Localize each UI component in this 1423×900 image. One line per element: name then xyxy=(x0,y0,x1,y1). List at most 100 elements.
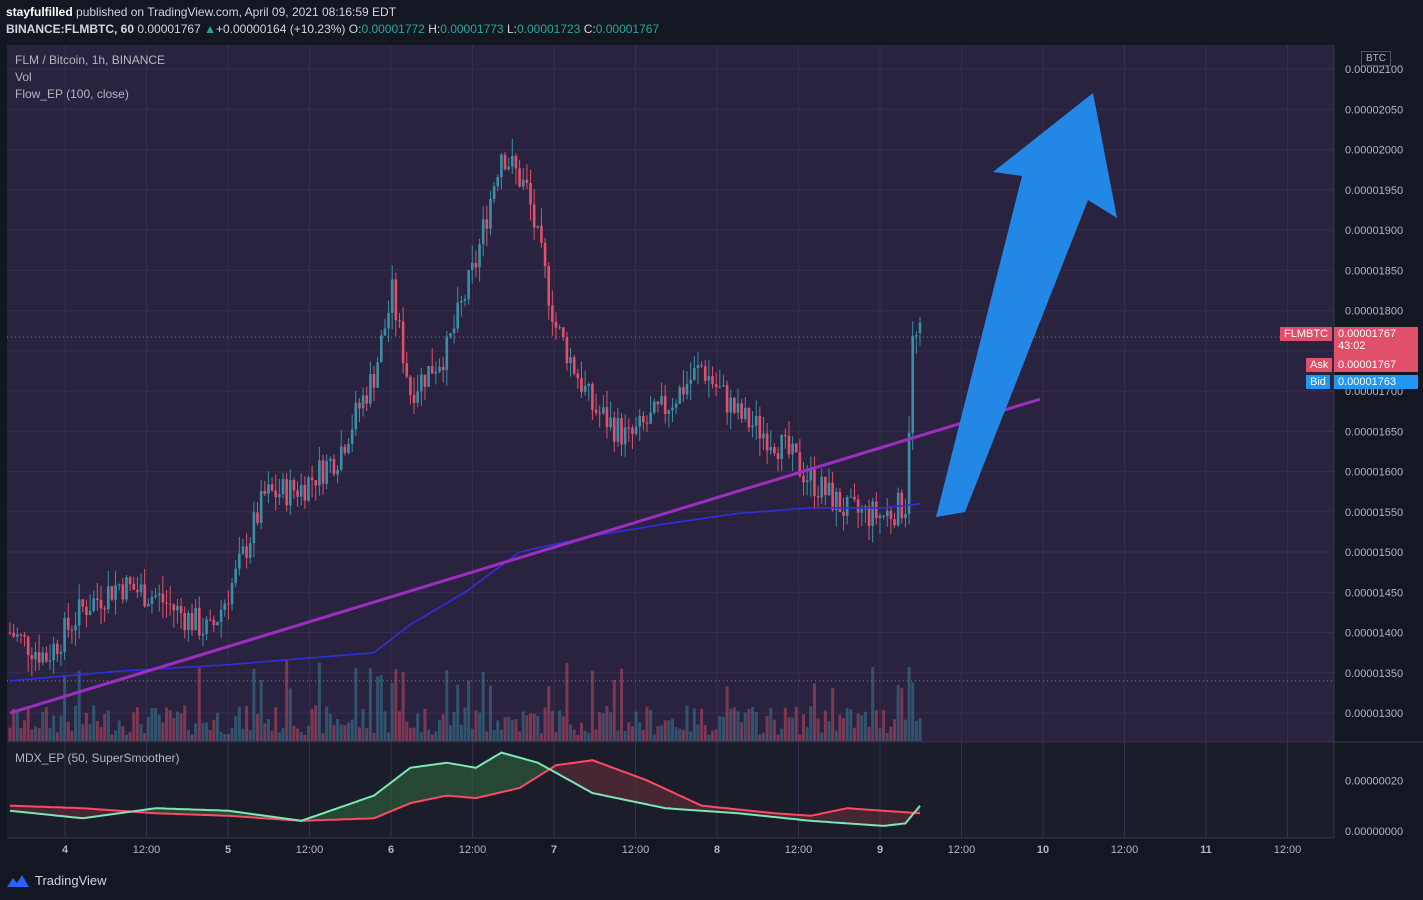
mdx-fill xyxy=(90,808,94,818)
volume-bar xyxy=(594,729,598,741)
mdx-fill xyxy=(432,764,436,799)
volume-bar xyxy=(736,711,740,741)
candle-body xyxy=(667,410,671,414)
mdx-fill xyxy=(807,815,811,821)
price-tick-label: 0.00002000 xyxy=(1345,145,1403,157)
candle-body xyxy=(248,543,252,558)
author-name[interactable]: stayfulfilled xyxy=(6,5,73,19)
mdx-fill xyxy=(690,800,695,811)
mdx-fill xyxy=(585,760,589,792)
volume-bar xyxy=(514,719,518,741)
volume-bar xyxy=(15,711,19,741)
mdx-fill xyxy=(454,763,458,797)
candle-body xyxy=(274,490,278,498)
candle-body xyxy=(547,266,551,306)
trendline[interactable] xyxy=(9,397,1041,715)
time-tick-label: 5 xyxy=(225,844,231,856)
close-label: C: xyxy=(583,22,596,36)
volume-bar xyxy=(19,727,23,741)
time-tick-label: 10 xyxy=(1037,844,1049,856)
candle-body xyxy=(652,401,656,413)
volume-bar xyxy=(354,667,358,741)
mdx-fill xyxy=(519,757,524,788)
close-value: 0.00001767 xyxy=(595,22,660,36)
candle-body xyxy=(609,417,612,428)
mdx-fill xyxy=(35,806,40,814)
volume-bar xyxy=(834,730,838,741)
mdx-fill xyxy=(468,766,473,798)
price-tick-label: 0.00002100 xyxy=(1345,64,1403,76)
publish-text: published on TradingView.com, April 09, … xyxy=(76,5,397,19)
mdx-fill xyxy=(843,808,848,824)
volume-bar xyxy=(135,707,139,741)
candle-body xyxy=(714,384,718,388)
candle-body xyxy=(106,586,110,610)
price-axis[interactable]: 0.00001300 0.00001350 0.00001400 0.00001450… xyxy=(1345,64,1403,720)
volume-bar xyxy=(23,720,27,741)
time-axis[interactable]: 4 12:00 5 12:00 6 12:00 7 12:00 8 12:00 9 12:00 10 12… xyxy=(62,844,1301,856)
volume-bar xyxy=(831,688,835,741)
mdx-fill xyxy=(370,795,374,819)
candle-body xyxy=(197,608,201,636)
mdx-fill xyxy=(814,814,819,822)
mdx-fill xyxy=(617,769,622,800)
candle-body xyxy=(809,469,813,481)
mdx-fill xyxy=(162,808,167,814)
mdx-fill xyxy=(537,762,542,777)
mdx-fill xyxy=(905,812,910,824)
candle-body xyxy=(551,305,554,322)
mdx-fill xyxy=(166,808,171,814)
volume-bar xyxy=(438,720,442,741)
volume-bar xyxy=(121,726,125,741)
volume-bar xyxy=(361,709,365,741)
volume-bar xyxy=(383,711,387,741)
candle-body xyxy=(157,593,161,596)
mdx-fill xyxy=(450,763,455,797)
candle-body xyxy=(591,383,594,410)
currency-label[interactable]: BTC xyxy=(1361,51,1391,66)
volume-bar xyxy=(900,688,904,741)
volume-bar xyxy=(645,706,649,741)
mdx-fill xyxy=(647,780,651,806)
mdx-fill xyxy=(374,792,378,819)
candle-body xyxy=(816,496,820,498)
volume-bar xyxy=(823,710,827,741)
volume-bar xyxy=(532,713,536,741)
mdx-fill xyxy=(184,809,189,815)
mdx-fill xyxy=(574,762,578,785)
candle-body xyxy=(893,519,896,526)
candle-body xyxy=(230,583,234,605)
candle-body xyxy=(853,496,856,500)
mdx-fill xyxy=(614,768,618,799)
mdx-fill xyxy=(512,755,516,790)
candle-body xyxy=(773,446,776,454)
mdx-fill xyxy=(75,807,80,818)
volume-bar xyxy=(197,667,201,741)
candle-body xyxy=(671,407,674,411)
mdx-fill xyxy=(28,806,32,813)
candle-body xyxy=(587,383,591,387)
candle-body xyxy=(354,402,358,430)
candle-body xyxy=(594,409,598,413)
volume-bar xyxy=(911,682,915,741)
candle-body xyxy=(150,597,154,605)
mdx-fill xyxy=(155,808,160,814)
mdx-fill xyxy=(894,811,899,825)
candle-body xyxy=(834,491,838,511)
volume-bar xyxy=(667,720,671,741)
volume-bar xyxy=(161,722,165,741)
mdx-fill xyxy=(825,811,829,823)
candle-body xyxy=(270,484,274,491)
candle-body xyxy=(889,510,893,520)
footer-brand[interactable]: TradingView xyxy=(7,873,107,888)
arrow-up-icon[interactable] xyxy=(936,93,1117,517)
mdx-fill xyxy=(687,798,691,810)
candle-body xyxy=(518,168,521,187)
volume-bar xyxy=(630,726,634,741)
high-value: 0.00001773 xyxy=(440,22,504,36)
candle-body xyxy=(45,652,48,662)
mdx-fill xyxy=(93,808,98,817)
candle-body xyxy=(176,605,179,611)
volume-bar xyxy=(172,718,176,741)
